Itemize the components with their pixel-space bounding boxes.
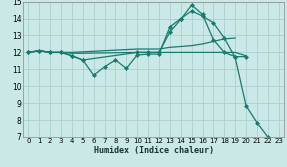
X-axis label: Humidex (Indice chaleur): Humidex (Indice chaleur) bbox=[94, 146, 214, 155]
